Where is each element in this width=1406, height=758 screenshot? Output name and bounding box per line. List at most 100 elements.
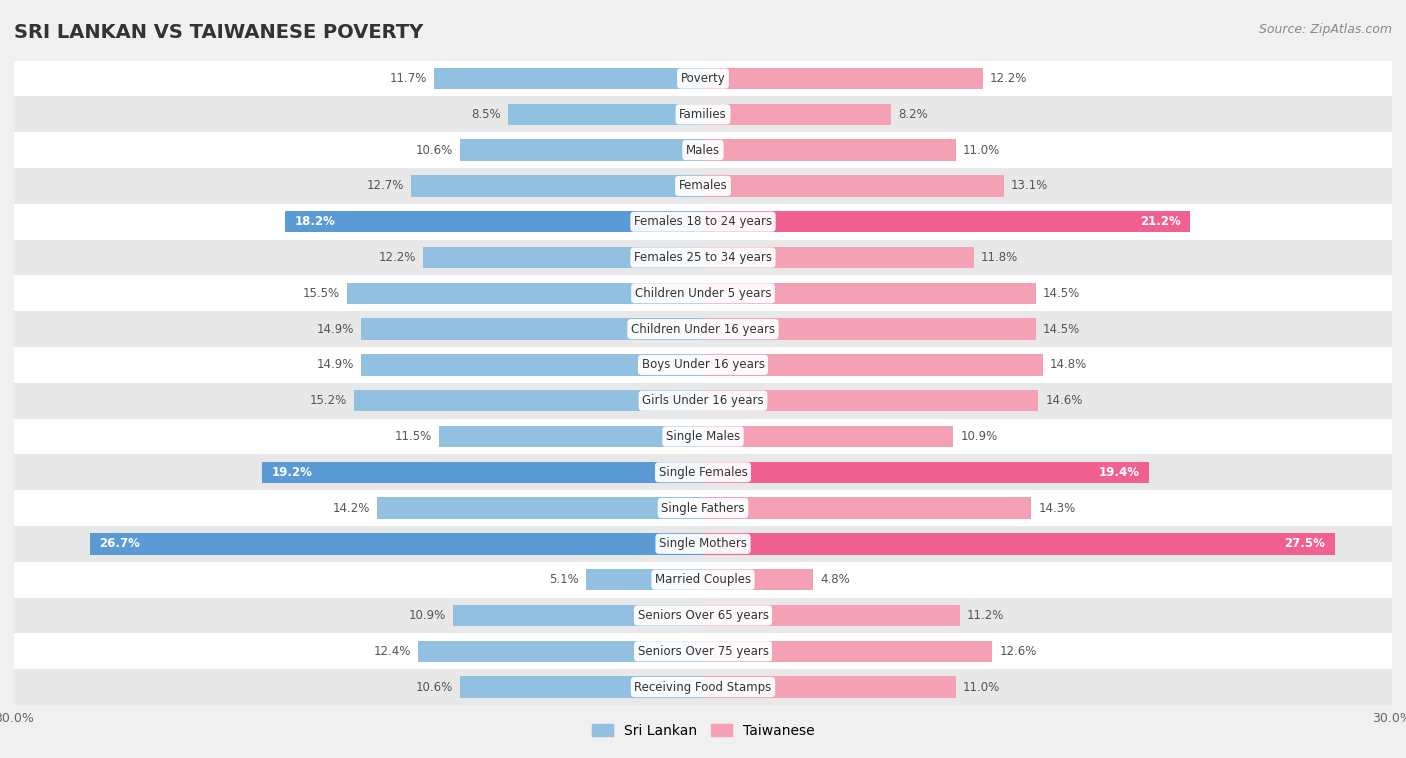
Text: Single Mothers: Single Mothers — [659, 537, 747, 550]
Text: Receiving Food Stamps: Receiving Food Stamps — [634, 681, 772, 694]
Text: 11.0%: 11.0% — [963, 681, 1000, 694]
Text: Females 25 to 34 years: Females 25 to 34 years — [634, 251, 772, 264]
Bar — [14, 454, 1392, 490]
Text: 10.9%: 10.9% — [409, 609, 446, 622]
Text: 10.6%: 10.6% — [415, 681, 453, 694]
Bar — [14, 312, 1392, 347]
Text: 12.4%: 12.4% — [374, 645, 412, 658]
Bar — [703, 390, 1038, 412]
Text: Seniors Over 65 years: Seniors Over 65 years — [637, 609, 769, 622]
Text: Poverty: Poverty — [681, 72, 725, 85]
Text: 4.8%: 4.8% — [820, 573, 849, 586]
Text: Girls Under 16 years: Girls Under 16 years — [643, 394, 763, 407]
Bar — [14, 347, 1392, 383]
Legend: Sri Lankan, Taiwanese: Sri Lankan, Taiwanese — [586, 718, 820, 743]
Bar — [703, 247, 974, 268]
Text: 26.7%: 26.7% — [98, 537, 141, 550]
Bar — [703, 676, 956, 698]
Bar — [14, 634, 1392, 669]
Bar — [14, 275, 1392, 312]
Bar — [703, 641, 993, 662]
Bar — [90, 533, 703, 555]
Bar — [423, 247, 703, 268]
Bar — [262, 462, 703, 483]
Text: Females: Females — [679, 180, 727, 193]
Text: 11.0%: 11.0% — [963, 143, 1000, 157]
Bar — [703, 569, 813, 590]
Text: 12.6%: 12.6% — [1000, 645, 1036, 658]
Text: 11.2%: 11.2% — [967, 609, 1004, 622]
Text: Single Fathers: Single Fathers — [661, 502, 745, 515]
Bar — [14, 96, 1392, 132]
Text: 11.5%: 11.5% — [395, 430, 432, 443]
Bar — [14, 597, 1392, 634]
Text: 14.9%: 14.9% — [316, 323, 354, 336]
Text: 5.1%: 5.1% — [550, 573, 579, 586]
Bar — [703, 67, 983, 89]
Bar — [434, 67, 703, 89]
Text: 14.9%: 14.9% — [316, 359, 354, 371]
Bar — [586, 569, 703, 590]
Text: 12.2%: 12.2% — [378, 251, 416, 264]
Text: Children Under 5 years: Children Under 5 years — [634, 287, 772, 300]
Bar — [460, 676, 703, 698]
Bar — [703, 175, 1004, 196]
Text: 10.6%: 10.6% — [415, 143, 453, 157]
Bar — [377, 497, 703, 518]
Text: 12.2%: 12.2% — [990, 72, 1028, 85]
Bar — [703, 426, 953, 447]
Text: Seniors Over 75 years: Seniors Over 75 years — [637, 645, 769, 658]
Bar — [703, 354, 1043, 376]
Bar — [14, 61, 1392, 96]
Bar — [285, 211, 703, 233]
Text: 11.7%: 11.7% — [389, 72, 427, 85]
Text: 14.2%: 14.2% — [333, 502, 370, 515]
Bar — [14, 669, 1392, 705]
Text: 15.5%: 15.5% — [304, 287, 340, 300]
Bar — [453, 605, 703, 626]
Bar — [14, 383, 1392, 418]
Bar — [14, 240, 1392, 275]
Bar — [508, 104, 703, 125]
Bar — [703, 283, 1036, 304]
Bar — [703, 211, 1189, 233]
Text: Males: Males — [686, 143, 720, 157]
Bar — [703, 139, 956, 161]
Bar — [14, 562, 1392, 597]
Text: 8.5%: 8.5% — [471, 108, 501, 121]
Bar — [14, 204, 1392, 240]
Text: 15.2%: 15.2% — [309, 394, 347, 407]
Text: Source: ZipAtlas.com: Source: ZipAtlas.com — [1258, 23, 1392, 36]
Text: 27.5%: 27.5% — [1285, 537, 1326, 550]
Bar — [439, 426, 703, 447]
Text: 13.1%: 13.1% — [1011, 180, 1047, 193]
Text: Boys Under 16 years: Boys Under 16 years — [641, 359, 765, 371]
Text: 19.4%: 19.4% — [1098, 465, 1139, 479]
Text: Single Males: Single Males — [666, 430, 740, 443]
Text: SRI LANKAN VS TAIWANESE POVERTY: SRI LANKAN VS TAIWANESE POVERTY — [14, 23, 423, 42]
Text: 14.8%: 14.8% — [1050, 359, 1087, 371]
Text: Families: Families — [679, 108, 727, 121]
Text: 11.8%: 11.8% — [981, 251, 1018, 264]
Text: 12.7%: 12.7% — [367, 180, 405, 193]
Bar — [418, 641, 703, 662]
Text: 10.9%: 10.9% — [960, 430, 997, 443]
Bar — [14, 526, 1392, 562]
Bar — [14, 418, 1392, 454]
Text: 14.5%: 14.5% — [1043, 287, 1080, 300]
Text: 19.2%: 19.2% — [271, 465, 312, 479]
Bar — [14, 490, 1392, 526]
Text: Children Under 16 years: Children Under 16 years — [631, 323, 775, 336]
Bar — [703, 462, 1149, 483]
Bar — [347, 283, 703, 304]
Text: 21.2%: 21.2% — [1140, 215, 1181, 228]
Bar — [361, 318, 703, 340]
Bar — [412, 175, 703, 196]
Text: 8.2%: 8.2% — [898, 108, 928, 121]
Text: 14.6%: 14.6% — [1045, 394, 1083, 407]
Text: 18.2%: 18.2% — [294, 215, 335, 228]
Bar — [354, 390, 703, 412]
Text: 14.3%: 14.3% — [1038, 502, 1076, 515]
Bar — [703, 605, 960, 626]
Text: Married Couples: Married Couples — [655, 573, 751, 586]
